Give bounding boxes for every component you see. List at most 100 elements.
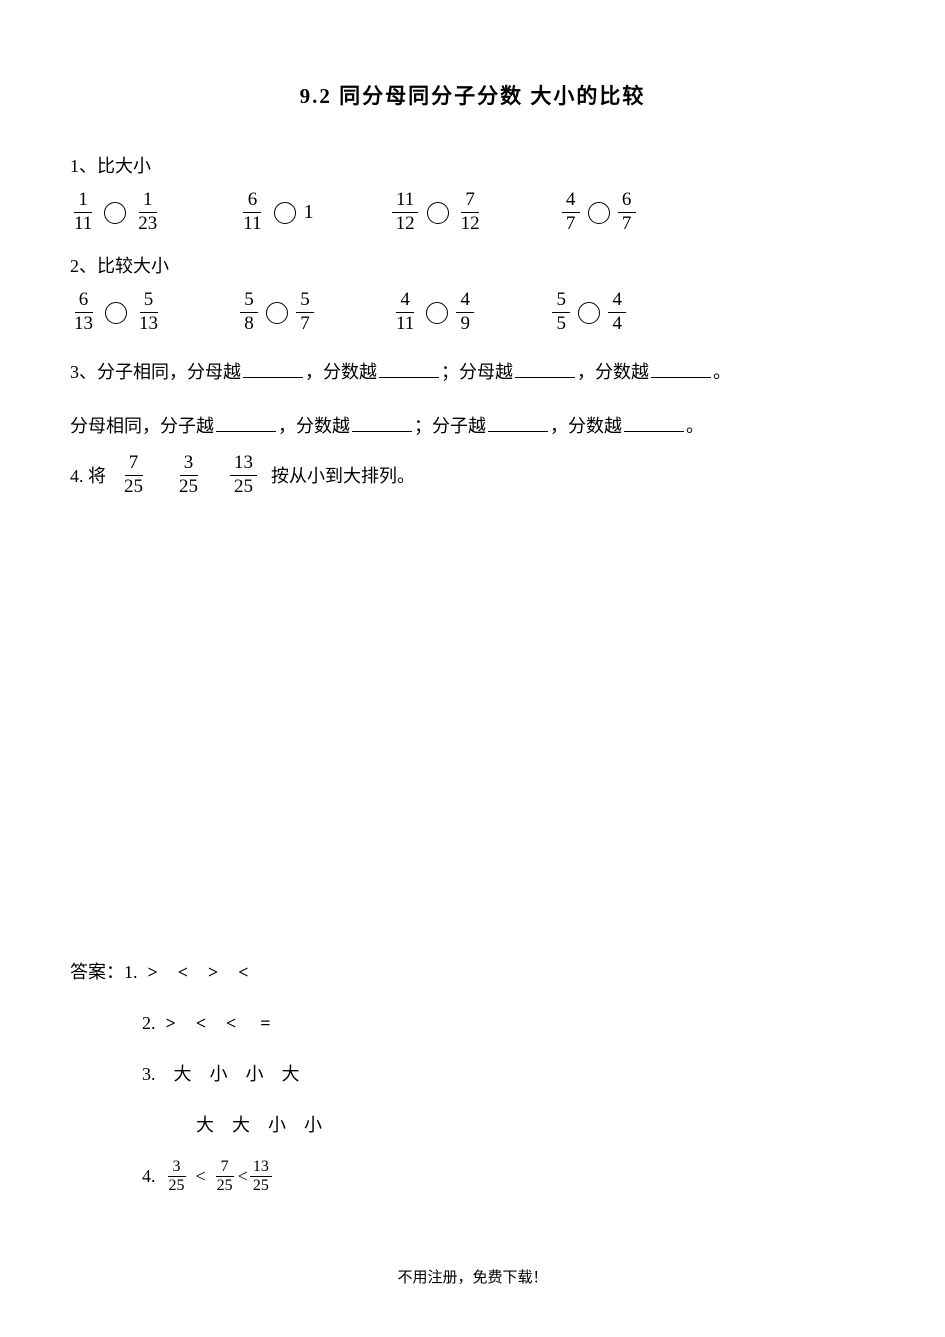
q2-item-1-a: 6 13	[70, 290, 97, 335]
a4-op-2: <	[238, 1154, 248, 1199]
fraction-numerator: 5	[140, 290, 158, 313]
q3-text: ，分数越	[550, 416, 622, 436]
fraction-denominator: 11	[70, 213, 96, 235]
q3-text: 分母相同，分子越	[70, 416, 214, 436]
fraction-numerator: 6	[618, 190, 636, 213]
q2-item-3-b: 4 9	[456, 290, 474, 335]
a2-label: 2.	[142, 1001, 156, 1046]
fraction-denominator: 13	[135, 313, 162, 335]
q2-item-3: 4 11 4 9	[392, 290, 474, 335]
compare-circle[interactable]	[105, 302, 127, 324]
q3-text: ，分数越	[278, 416, 350, 436]
fraction-numerator: 7	[216, 1158, 234, 1177]
a1-sym-1: >	[148, 950, 158, 995]
fraction-numerator: 13	[250, 1158, 272, 1177]
fraction-numerator: 5	[552, 290, 570, 313]
a4-label: 4.	[142, 1154, 156, 1199]
compare-circle[interactable]	[104, 202, 126, 224]
fraction-denominator: 25	[250, 1177, 272, 1195]
q1-item-1-b: 1 23	[134, 190, 161, 235]
fill-blank[interactable]	[243, 360, 303, 378]
q2-row: 6 13 5 13 5 8 5 7 4 11 4 9 5	[70, 290, 875, 335]
q4-suffix: 按从小到大排列。	[271, 462, 415, 488]
a1-sym-2: <	[178, 950, 188, 995]
a3-l1-1: 大	[174, 1052, 192, 1097]
worksheet-title: 9.2 同分母同分子分数 大小的比较	[70, 80, 875, 110]
q1-row: 1 11 1 23 6 11 1 11 12 7 12 4 7	[70, 190, 875, 235]
fraction-denominator: 12	[457, 213, 484, 235]
fraction-denominator: 9	[456, 313, 474, 335]
fill-blank[interactable]	[515, 360, 575, 378]
q1-item-2-a: 6 11	[239, 190, 265, 235]
compare-circle[interactable]	[578, 302, 600, 324]
fraction-denominator: 25	[175, 476, 202, 498]
a3-l1-2: 小	[210, 1052, 228, 1097]
q3-text: ；分子越	[414, 416, 486, 436]
fraction-denominator: 11	[392, 313, 418, 335]
a4-frac-2: 7 25	[214, 1158, 236, 1194]
q1-item-3-b: 7 12	[457, 190, 484, 235]
q3-text: 3、分子相同，分母越	[70, 362, 241, 382]
fraction-numerator: 5	[240, 290, 258, 313]
fraction-numerator: 13	[230, 453, 257, 476]
q3-text: ；分母越	[441, 362, 513, 382]
q3-line-2: 分母相同，分子越，分数越；分子越，分数越。	[70, 399, 875, 453]
q2-item-4-a: 5 5	[552, 290, 570, 335]
fraction-numerator: 6	[243, 190, 261, 213]
q3-line-1: 3、分子相同，分母越，分数越；分母越，分数越。	[70, 345, 875, 399]
fill-blank[interactable]	[488, 414, 548, 432]
fill-blank[interactable]	[651, 360, 711, 378]
q1-item-4: 4 7 6 7	[562, 190, 636, 235]
q2-item-1: 6 13 5 13	[70, 290, 162, 335]
a3-l2-4: 小	[304, 1103, 322, 1148]
q2-item-2-b: 5 7	[296, 290, 314, 335]
q2-item-3-a: 4 11	[392, 290, 418, 335]
fraction-numerator: 1	[139, 190, 157, 213]
compare-circle[interactable]	[427, 202, 449, 224]
fraction-denominator: 7	[618, 213, 636, 235]
fraction-denominator: 25	[120, 476, 147, 498]
fraction-numerator: 4	[456, 290, 474, 313]
fill-blank[interactable]	[216, 414, 276, 432]
answer-3-line2: 大 大 小 小	[178, 1103, 322, 1148]
fraction-denominator: 11	[239, 213, 265, 235]
answer-3-line1: 3. 大 小 小 大	[142, 1052, 322, 1097]
q1-label: 1、比大小	[70, 145, 875, 188]
a2-sym-2: <	[196, 1001, 206, 1046]
q1-item-4-b: 6 7	[618, 190, 636, 235]
answer-1: 答案： 1. > < > <	[70, 950, 322, 995]
q1-item-2-b: 1	[304, 201, 314, 224]
compare-circle[interactable]	[274, 202, 296, 224]
q4-frac-2: 3 25	[175, 453, 202, 498]
q4-frac-1: 7 25	[120, 453, 147, 498]
answers-label: 答案：	[70, 950, 124, 995]
answers-section: 答案： 1. > < > < 2. > < < = 3. 大 小 小 大 大 大…	[70, 950, 322, 1205]
fraction-numerator: 7	[461, 190, 479, 213]
fraction-denominator: 13	[70, 313, 97, 335]
a2-sym-4: =	[260, 1001, 270, 1046]
q3-text: 。	[713, 362, 731, 382]
q2-item-1-b: 5 13	[135, 290, 162, 335]
q2-item-2: 5 8 5 7	[240, 290, 314, 335]
fraction-numerator: 4	[396, 290, 414, 313]
q4-line: 4. 将 7 25 3 25 13 25 按从小到大排列。	[70, 453, 875, 498]
a3-l2-1: 大	[196, 1103, 214, 1148]
a3-l2-3: 小	[268, 1103, 286, 1148]
q1-item-4-a: 4 7	[562, 190, 580, 235]
fraction-numerator: 7	[125, 453, 143, 476]
answer-2: 2. > < < =	[142, 1001, 322, 1046]
a4-op-1: <	[196, 1154, 206, 1199]
a1-sym-3: >	[208, 950, 218, 995]
fraction-numerator: 4	[562, 190, 580, 213]
fill-blank[interactable]	[352, 414, 412, 432]
fill-blank[interactable]	[379, 360, 439, 378]
fraction-denominator: 5	[552, 313, 570, 335]
a2-sym-1: >	[166, 1001, 176, 1046]
a3-l1-3: 小	[246, 1052, 264, 1097]
compare-circle[interactable]	[588, 202, 610, 224]
fraction-denominator: 25	[214, 1177, 236, 1195]
compare-circle[interactable]	[266, 302, 288, 324]
fill-blank[interactable]	[624, 414, 684, 432]
fraction-denominator: 23	[134, 213, 161, 235]
compare-circle[interactable]	[426, 302, 448, 324]
